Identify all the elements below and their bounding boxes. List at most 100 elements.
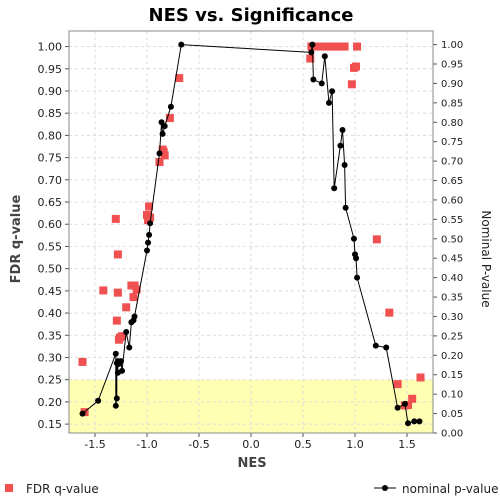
nominal-point <box>354 274 361 281</box>
fdr-point <box>340 42 349 51</box>
nominal-point <box>411 418 418 425</box>
nominal-point <box>112 350 119 357</box>
y-tick-label-right: 0.40 <box>441 273 463 284</box>
plot-frame <box>68 30 434 434</box>
y-tick-label-right: 0.90 <box>441 79 463 90</box>
y-tick-label-right: 0.50 <box>441 234 463 245</box>
y-tick-label-left: 0.20 <box>38 396 63 409</box>
y-tick-label-right: 0.55 <box>441 215 463 226</box>
nominal-point <box>342 204 349 211</box>
nominal-point <box>308 49 315 56</box>
nominal-point <box>79 410 86 417</box>
fdr-point <box>132 285 141 294</box>
y-tick-label-left: 0.60 <box>38 218 63 231</box>
fdr-point <box>129 293 138 302</box>
nominal-point <box>331 185 338 192</box>
fdr-point <box>112 316 121 325</box>
nominal-point <box>321 53 328 60</box>
nominal-point <box>146 231 153 238</box>
y-tick-label-right: 0.60 <box>441 195 463 206</box>
y-tick-label-right: 0.10 <box>441 390 463 401</box>
y-tick-label-left: 0.70 <box>38 174 63 187</box>
nominal-point <box>318 80 325 87</box>
y-tick-label-right: 0.20 <box>441 351 463 362</box>
fdr-point <box>165 114 174 123</box>
fdr-point <box>306 54 315 63</box>
y-tick-label-left: 0.50 <box>38 263 63 276</box>
nominal-point <box>416 418 423 425</box>
nominal-point <box>394 404 401 411</box>
nominal-point <box>119 367 126 374</box>
x-tick-label: -1.0 <box>136 438 157 451</box>
fdr-point <box>393 380 402 389</box>
y-tick-label-right: 0.70 <box>441 157 463 168</box>
fdr-point <box>316 42 325 51</box>
nominal-point <box>309 41 316 48</box>
y-tick-label-right: 0.35 <box>441 293 463 304</box>
nominal-point <box>350 235 357 242</box>
nominal-point <box>113 395 120 402</box>
nominal-point <box>341 162 348 168</box>
fdr-point <box>385 308 394 317</box>
x-axis-label: NES <box>237 456 266 471</box>
y-tick-label-left: 0.40 <box>38 307 63 320</box>
fdr-point <box>404 401 413 410</box>
legend-marker-nominal <box>382 485 388 491</box>
legend-label-nominal: nominal p-value <box>402 482 498 496</box>
y-tick-label-right: 0.00 <box>441 429 463 440</box>
nominal-point <box>95 397 102 404</box>
nominal-point <box>161 123 168 130</box>
fdr-point <box>408 394 417 403</box>
y-tick-label-right: 0.45 <box>441 254 463 265</box>
y-tick-label-right: 0.95 <box>441 60 463 71</box>
fdr-point <box>118 332 127 341</box>
y-tick-label-left: 0.90 <box>38 85 63 98</box>
y-tick-label-left: 0.95 <box>38 63 63 76</box>
nominal-point <box>326 99 332 106</box>
nominal-point <box>147 220 154 227</box>
chart-title: NES vs. Significance <box>149 5 354 26</box>
y-tick-label-right: 0.85 <box>441 98 463 109</box>
fdr-point <box>122 303 131 312</box>
y-tick-label-right: 0.25 <box>441 331 463 342</box>
nominal-point <box>159 130 166 137</box>
fdr-point <box>347 80 356 89</box>
nominal-point <box>144 247 150 254</box>
fdr-point <box>78 357 87 366</box>
y-tick-label-right: 0.15 <box>441 370 463 381</box>
y-tick-label-left: 0.80 <box>38 129 63 142</box>
legend-marker-fdr <box>5 484 13 492</box>
nominal-point <box>126 344 133 351</box>
axes: -1.5 -1.0 -0.5 0.0 0.5 1.0 1.5 0.15 0.20 0.25 0.30… <box>38 30 463 451</box>
plot-area <box>69 31 433 433</box>
y-tick-label-left: 0.35 <box>38 329 63 342</box>
y-tick-label-right: 0.30 <box>441 312 463 323</box>
y-tick-label-right: 0.75 <box>441 137 463 148</box>
fdr-point <box>111 214 120 223</box>
y-tick-label-right: 1.00 <box>441 40 463 51</box>
fdr-point <box>146 213 155 222</box>
nominal-point <box>339 127 346 134</box>
nominal-point <box>401 400 408 407</box>
nominal-point <box>118 358 124 365</box>
nominal-point <box>337 142 344 149</box>
x-tick-label: 1.5 <box>398 438 416 451</box>
nominal-point <box>131 313 138 320</box>
y-tick-label-left: 0.30 <box>38 351 63 364</box>
y-axis-label-left: FDR q-value <box>9 194 24 283</box>
nominal-point <box>405 420 412 427</box>
nominal-point <box>123 329 130 336</box>
y-tick-label-left: 0.55 <box>38 240 63 253</box>
y-tick-label-left: 1.00 <box>38 41 63 54</box>
fdr-point <box>113 250 122 259</box>
nominal-point <box>112 402 119 409</box>
nominal-point <box>178 41 185 48</box>
fdr-point <box>353 42 362 51</box>
x-tick-label: 1.0 <box>346 438 364 451</box>
y-tick-label-right: 0.65 <box>441 176 463 187</box>
nominal-point <box>167 103 174 110</box>
fdr-point <box>352 62 361 71</box>
x-tick-label: -0.5 <box>188 438 209 451</box>
